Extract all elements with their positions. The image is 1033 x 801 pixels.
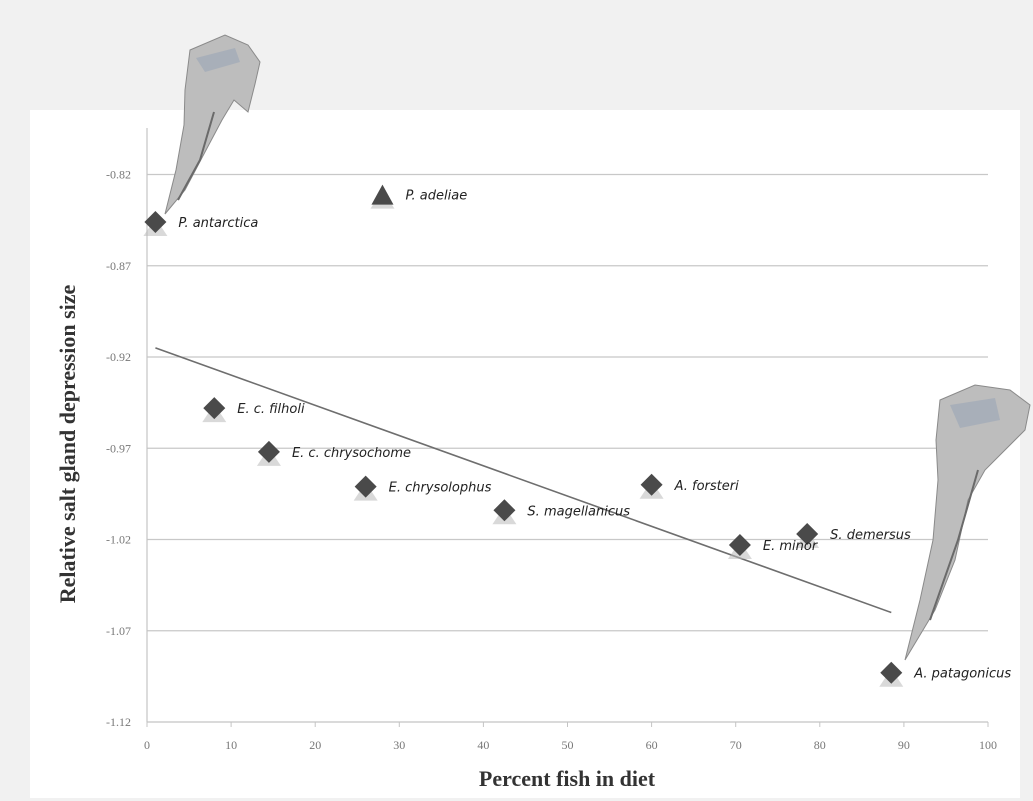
- x-tick-label: 30: [393, 738, 405, 752]
- x-tick-label: 70: [730, 738, 742, 752]
- data-point: [639, 473, 664, 499]
- data-point: [879, 661, 904, 687]
- x-tick-label: 100: [979, 738, 997, 752]
- y-tick-label: -1.12: [106, 715, 131, 729]
- x-tick-label: 80: [814, 738, 826, 752]
- point-label: P. adeliae: [405, 189, 467, 204]
- axes: [146, 128, 989, 727]
- x-tick-labels: 0 10 20 30 40 50 60 70 80 90 100: [144, 738, 997, 752]
- point-label: A. patagonicus: [913, 667, 1011, 682]
- point-label: E. chrysolophus: [389, 481, 492, 496]
- point-label: E. c. chrysochome: [292, 446, 411, 461]
- y-tick-label: -0.82: [106, 168, 131, 182]
- data-point: [256, 440, 281, 466]
- y-tick-labels: -0.82 -0.87 -0.92 -0.97 -1.02 -1.07 -1.12: [106, 168, 131, 730]
- skull-illustration-right: [904, 384, 1031, 661]
- x-tick-label: 20: [309, 738, 321, 752]
- data-points: [143, 184, 904, 687]
- point-label: P. antarctica: [178, 216, 258, 231]
- x-tick-label: 0: [144, 738, 150, 752]
- y-tick-label: -0.92: [106, 350, 131, 364]
- grid-lines: [147, 173, 988, 632]
- point-label: E. minor: [763, 539, 819, 554]
- x-tick-label: 50: [562, 738, 574, 752]
- y-axis-title: Relative salt gland depression size: [55, 284, 80, 603]
- data-point: [795, 523, 820, 549]
- point-label: S. magellanicus: [527, 504, 630, 519]
- x-tick-label: 90: [898, 738, 910, 752]
- y-tick-label: -0.97: [106, 441, 131, 455]
- x-tick-label: 40: [477, 738, 489, 752]
- data-point: [370, 184, 395, 209]
- skull-illustration-left: [164, 34, 261, 215]
- y-tick-label: -0.87: [106, 259, 131, 273]
- data-point: [492, 499, 517, 525]
- data-point: [727, 533, 752, 559]
- data-point: [143, 210, 168, 236]
- point-labels: P. antarctica P. adeliae E. c. filholi E. c…: [178, 189, 1011, 682]
- data-point: [202, 397, 227, 423]
- trend-line: [155, 347, 892, 614]
- y-tick-label: -1.07: [106, 624, 131, 638]
- y-tick-label: -1.02: [106, 533, 131, 547]
- point-label: A. forsteri: [674, 479, 739, 494]
- x-tick-label: 10: [225, 738, 237, 752]
- point-label: E. c. filholi: [237, 402, 305, 417]
- x-tick-label: 60: [646, 738, 658, 752]
- plot-panel: [30, 110, 1020, 798]
- data-point: [353, 475, 378, 501]
- point-label: S. demersus: [830, 528, 911, 543]
- x-axis-title: Percent fish in diet: [479, 766, 656, 791]
